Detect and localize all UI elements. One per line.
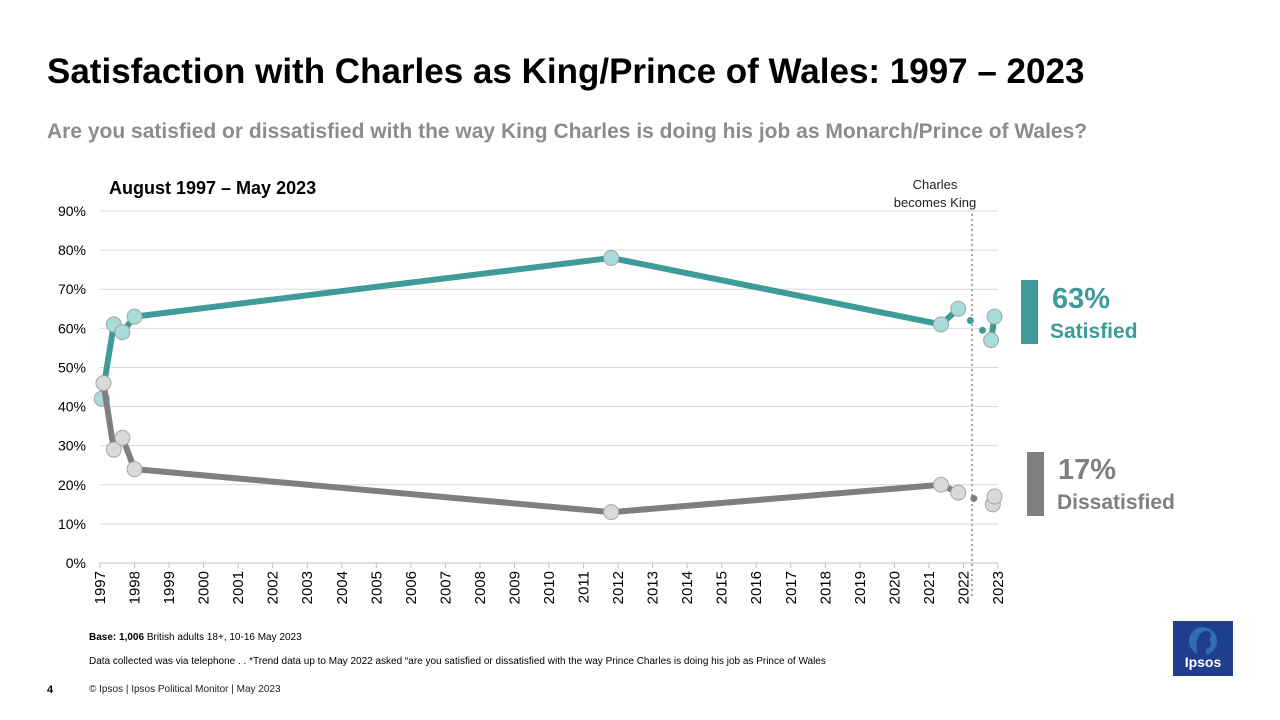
x-tick-label: 2005 bbox=[368, 571, 385, 604]
x-tick-label: 2020 bbox=[886, 571, 903, 604]
x-tick-label: 1998 bbox=[127, 571, 144, 604]
event-annotation-line1: Charles bbox=[912, 177, 958, 192]
x-tick-label: 2000 bbox=[196, 571, 213, 604]
x-tick-label: 2014 bbox=[679, 571, 696, 604]
x-tick-label: 2008 bbox=[472, 571, 489, 604]
y-tick-label: 80% bbox=[58, 242, 86, 258]
x-tick-label: 2009 bbox=[506, 571, 523, 604]
x-tick-label: 2006 bbox=[403, 571, 420, 604]
dissatisfied-data-point bbox=[986, 488, 1003, 505]
dissatisfied-data-point bbox=[95, 375, 112, 392]
satisfied-legend-bar bbox=[1021, 280, 1038, 344]
dissatisfied-value: 17% bbox=[1058, 454, 1117, 486]
y-tick-label: 40% bbox=[58, 399, 86, 415]
x-tick-label: 2023 bbox=[990, 571, 1007, 604]
x-tick-label: 2004 bbox=[334, 571, 351, 604]
y-tick-label: 10% bbox=[58, 516, 86, 532]
satisfied-data-point bbox=[983, 332, 1000, 349]
dissatisfied-data-point bbox=[105, 441, 122, 458]
date-range-label: August 1997 – May 2023 bbox=[109, 178, 317, 198]
base-note-bold: Base: 1,006 bbox=[89, 632, 145, 643]
satisfied-label: Satisfied bbox=[1050, 320, 1138, 343]
x-tick-label: 1997 bbox=[92, 571, 109, 604]
copyright: © Ipsos | Ipsos Political Monitor | May … bbox=[89, 684, 281, 695]
x-tick-label: 2015 bbox=[714, 571, 731, 604]
x-tick-label: 2001 bbox=[230, 571, 247, 604]
x-tick-label: 2010 bbox=[541, 571, 558, 604]
y-tick-label: 0% bbox=[66, 555, 86, 571]
ipsos-logo-icon bbox=[1189, 627, 1217, 655]
satisfied-data-point bbox=[126, 308, 143, 325]
x-tick-label: 2016 bbox=[748, 571, 765, 604]
x-tick-label: 2021 bbox=[921, 571, 938, 604]
y-tick-label: 70% bbox=[58, 281, 86, 297]
satisfied-data-point bbox=[603, 249, 620, 266]
satisfied-trend-dot bbox=[978, 326, 986, 334]
satisfied-data-point bbox=[933, 316, 950, 333]
dissatisfied-label: Dissatisfied bbox=[1057, 491, 1175, 514]
y-tick-label: 60% bbox=[58, 320, 86, 336]
satisfied-data-point bbox=[986, 308, 1003, 325]
y-tick-label: 30% bbox=[58, 438, 86, 454]
y-tick-label: 90% bbox=[58, 203, 86, 219]
y-tick-label: 20% bbox=[58, 477, 86, 493]
x-tick-label: 2011 bbox=[576, 571, 593, 603]
question-text: Are you satisfied or dissatisfied with t… bbox=[47, 120, 1088, 143]
page-number: 4 bbox=[47, 684, 54, 696]
x-tick-label: 2013 bbox=[645, 571, 662, 604]
x-tick-label: 2022 bbox=[955, 571, 972, 604]
base-note: Base: 1,006 British adults 18+, 10-16 Ma… bbox=[89, 632, 302, 643]
page-title: Satisfaction with Charles as King/Prince… bbox=[47, 52, 1085, 91]
ipsos-logo-text: Ipsos bbox=[1184, 654, 1222, 670]
satisfied-data-point bbox=[950, 300, 967, 317]
x-tick-label: 2012 bbox=[610, 571, 627, 604]
dissatisfied-series-line bbox=[100, 380, 962, 516]
dissatisfied-trend-dot bbox=[970, 494, 978, 502]
event-annotation-line2: becomes King bbox=[893, 195, 977, 210]
x-tick-label: 2017 bbox=[783, 571, 800, 604]
dissatisfied-data-point bbox=[114, 429, 131, 446]
dissatisfied-data-point bbox=[933, 476, 950, 493]
x-tick-label: 2018 bbox=[817, 571, 834, 604]
x-tick-label: 2019 bbox=[852, 571, 869, 604]
x-tick-label: 1999 bbox=[161, 571, 178, 604]
dissatisfied-legend-bar bbox=[1027, 452, 1044, 516]
x-tick-label: 2003 bbox=[299, 571, 316, 604]
x-tick-label: 2007 bbox=[437, 571, 454, 604]
dissatisfied-data-point bbox=[950, 484, 967, 501]
event-annotation: Charles becomes King bbox=[880, 176, 990, 212]
y-tick-label: 50% bbox=[58, 359, 86, 375]
satisfied-value: 63% bbox=[1052, 283, 1111, 315]
dissatisfied-data-point bbox=[126, 461, 143, 478]
x-tick-label: 2002 bbox=[265, 571, 282, 604]
base-note-rest: British adults 18+, 10-16 May 2023 bbox=[144, 632, 302, 643]
satisfied-trend-dot bbox=[966, 317, 974, 325]
dissatisfied-data-point bbox=[603, 504, 620, 521]
satisfied-data-point bbox=[114, 324, 131, 341]
method-note: Data collected was via telephone . . *Tr… bbox=[89, 656, 826, 667]
ipsos-logo: Ipsos bbox=[1173, 621, 1233, 676]
